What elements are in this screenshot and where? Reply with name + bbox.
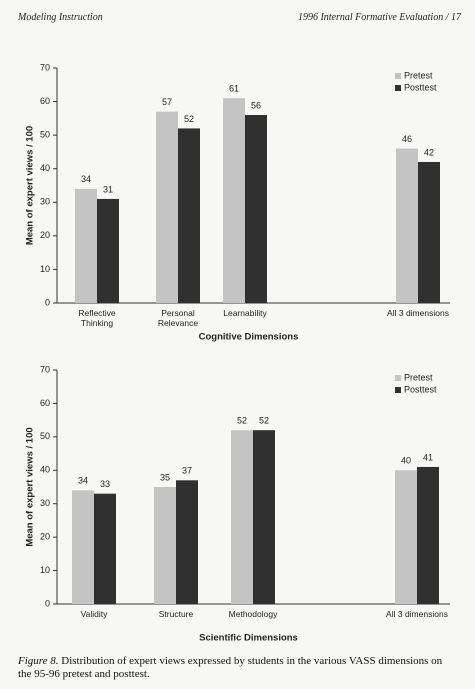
y-axis-label: Mean of expert views / 100	[25, 427, 36, 546]
data-label: 57	[162, 97, 172, 107]
y-tick-label: 50	[40, 431, 50, 441]
caption: Figure 8. Distribution of expert views e…	[18, 655, 458, 681]
data-label: 56	[251, 100, 261, 110]
x-tick-label: All 3 dimensions	[386, 609, 448, 619]
bar	[396, 148, 418, 303]
x-axis-label: Scientific Dimensions	[199, 633, 298, 644]
y-tick-label: 40	[40, 465, 50, 475]
bar	[156, 111, 178, 304]
y-tick-label: 20	[40, 230, 50, 240]
y-tick-label: 0	[45, 598, 50, 608]
data-label: 40	[401, 456, 411, 466]
data-label: 35	[160, 472, 170, 482]
legend-swatch	[395, 387, 401, 393]
data-label: 52	[237, 416, 247, 426]
data-label: 61	[229, 84, 239, 94]
y-tick-label: 10	[40, 264, 50, 274]
bar	[223, 98, 245, 303]
y-tick-label: 20	[40, 532, 50, 542]
data-label: 42	[424, 147, 434, 157]
y-tick-label: 30	[40, 498, 50, 508]
x-axis-label: Cognitive Dimensions	[199, 332, 299, 343]
x-tick-label: Validity	[80, 609, 108, 619]
data-label: 52	[259, 416, 269, 426]
legend-swatch	[395, 73, 401, 79]
legend-label: Posttest	[404, 82, 437, 92]
y-tick-label: 60	[40, 96, 50, 106]
bar	[245, 115, 267, 303]
y-tick-label: 40	[40, 163, 50, 173]
bar	[253, 430, 275, 604]
y-tick-label: 10	[40, 565, 50, 575]
bar	[417, 466, 439, 604]
legend-label: Pretest	[404, 372, 433, 382]
bar	[418, 162, 440, 303]
data-label: 34	[78, 476, 88, 486]
bar	[395, 470, 417, 604]
y-tick-label: 70	[40, 364, 50, 374]
data-label: 37	[182, 466, 192, 476]
y-tick-label: 60	[40, 398, 50, 408]
x-tick-label: Learnability	[223, 308, 267, 318]
legend-label: Pretest	[404, 70, 433, 80]
x-tick-label: Personal Relevance	[157, 308, 199, 328]
page-header: 1996 Internal Formative Evaluation / 17	[297, 12, 461, 23]
y-tick-label: 70	[40, 62, 50, 72]
bar	[176, 480, 198, 604]
bar	[72, 490, 94, 604]
x-tick-label: All 3 dimensions	[387, 308, 449, 318]
bar	[178, 128, 200, 303]
data-label: 33	[100, 479, 110, 489]
data-label: 31	[103, 184, 113, 194]
data-label: 52	[184, 114, 194, 124]
legend-swatch	[395, 85, 401, 91]
x-tick-label: Methodology	[228, 609, 278, 619]
legend-label: Posttest	[404, 384, 437, 394]
caption-text: Distribution of expert views expressed b…	[18, 655, 443, 680]
legend-swatch	[395, 375, 401, 381]
data-label: 46	[402, 134, 412, 144]
x-tick-label: Reflective Thinking	[78, 308, 116, 328]
x-tick-label: Structure	[158, 609, 194, 619]
data-label: 41	[423, 452, 433, 462]
bar	[97, 198, 119, 303]
caption-label: Figure 8.	[18, 655, 59, 667]
y-axis-label: Mean of expert views / 100	[25, 126, 36, 245]
y-tick-label: 0	[45, 297, 50, 307]
bar	[231, 430, 253, 604]
bar	[94, 493, 116, 604]
data-label: 34	[81, 174, 91, 184]
y-tick-label: 50	[40, 130, 50, 140]
bar	[154, 487, 176, 604]
bar	[75, 188, 97, 303]
running-head: Modeling Instruction	[18, 12, 103, 23]
y-tick-label: 30	[40, 197, 50, 207]
